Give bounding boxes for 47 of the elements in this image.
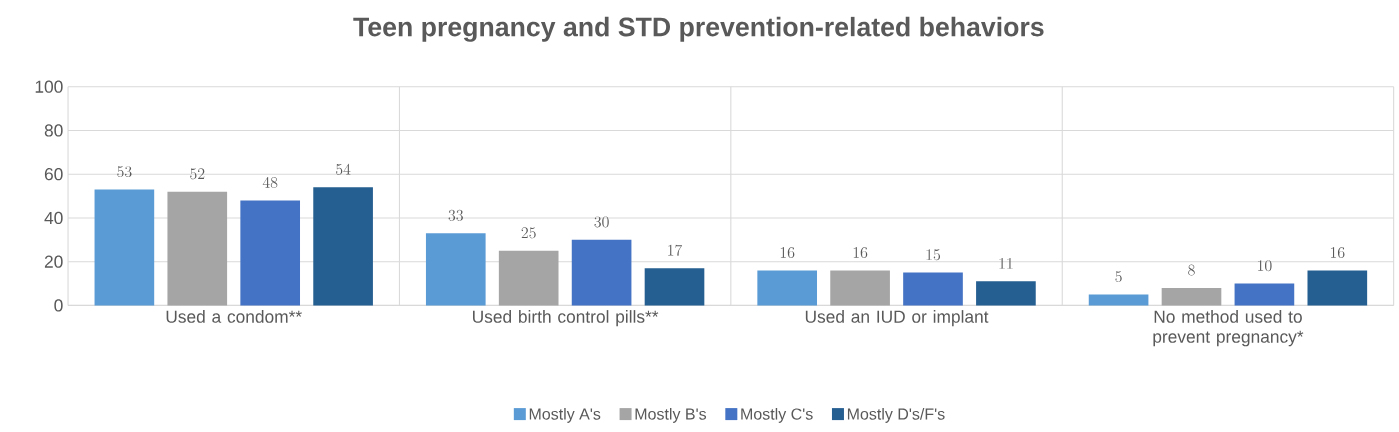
y-tick-label: 0 bbox=[54, 299, 63, 312]
data-label: 16 bbox=[1330, 247, 1345, 258]
x-tick-label: Used birth control pills** bbox=[473, 310, 659, 327]
bar bbox=[1161, 287, 1222, 306]
bar bbox=[644, 268, 705, 306]
bar bbox=[757, 270, 818, 306]
bar bbox=[313, 187, 373, 306]
legend-label: Mostly A's bbox=[529, 407, 601, 423]
data-label: 30 bbox=[594, 216, 609, 228]
bar bbox=[94, 189, 155, 306]
x-tick-label: Used a condom** bbox=[166, 310, 302, 323]
bar bbox=[1307, 270, 1368, 306]
bar bbox=[903, 272, 963, 306]
data-label: 53 bbox=[117, 166, 132, 178]
data-label: 11 bbox=[999, 257, 1013, 269]
y-tick-label: 100 bbox=[35, 80, 63, 93]
y-tick-label: 60 bbox=[44, 167, 63, 181]
data-label: 54 bbox=[336, 163, 351, 175]
data-label: 5 bbox=[1115, 271, 1122, 283]
bar bbox=[240, 200, 301, 306]
data-label: 15 bbox=[926, 249, 941, 261]
chart-title: Teen pregnancy and STD prevention-related behaviors bbox=[353, 16, 1044, 42]
data-label: 8 bbox=[1188, 264, 1195, 276]
bar bbox=[498, 250, 559, 306]
y-tick-label: 20 bbox=[44, 255, 63, 268]
x-tick-label: Used an IUD or implant bbox=[805, 310, 989, 327]
legend-label: Mostly B's bbox=[635, 407, 707, 423]
y-tick-label: 80 bbox=[44, 124, 63, 137]
data-label: 48 bbox=[262, 176, 278, 188]
x-tick-label: No method used to prevent pregnancy* bbox=[1153, 310, 1304, 347]
data-label: 25 bbox=[521, 227, 536, 239]
data-label: 10 bbox=[1258, 260, 1272, 272]
bar bbox=[830, 270, 890, 306]
bar bbox=[571, 239, 632, 306]
y-tick-label: 40 bbox=[44, 211, 63, 225]
bar bbox=[1234, 283, 1295, 306]
data-label: 52 bbox=[190, 168, 205, 180]
data-label: 17 bbox=[668, 244, 683, 256]
bar bbox=[425, 233, 486, 306]
legend-label: Mostly C's bbox=[741, 407, 813, 423]
bar bbox=[167, 191, 228, 306]
bar bbox=[1088, 294, 1149, 306]
data-label: 16 bbox=[853, 247, 868, 258]
data-label: 16 bbox=[780, 247, 795, 258]
data-label: 33 bbox=[448, 209, 463, 221]
bar bbox=[976, 281, 1036, 306]
legend-label: Mostly D's/F's bbox=[847, 407, 945, 423]
